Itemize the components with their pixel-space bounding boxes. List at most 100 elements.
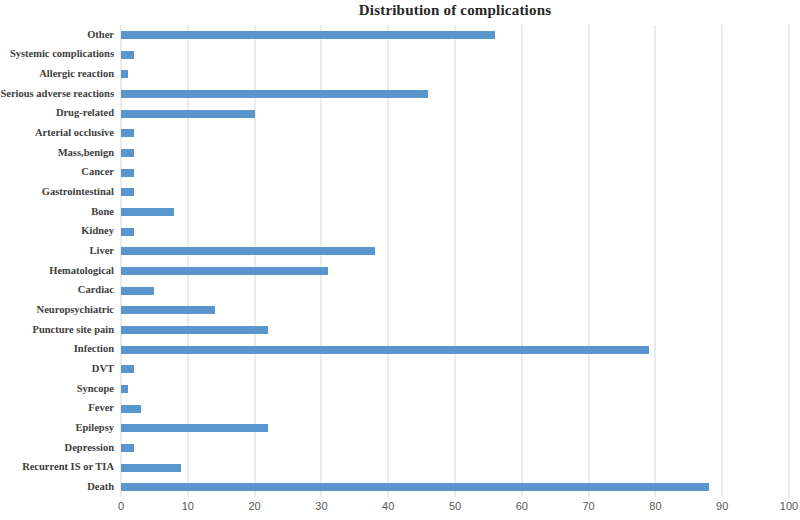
bar-gastrointestinal	[121, 188, 134, 196]
category-label: Allergic reaction	[0, 69, 121, 80]
category-label: Death	[0, 482, 121, 493]
category-label: Liver	[0, 246, 121, 257]
x-tick-label: 80	[649, 499, 661, 514]
bar-depression	[121, 444, 134, 452]
bar-cell	[121, 438, 789, 458]
chart-row: Serious adverse reactions	[0, 84, 800, 104]
bar-cell	[121, 222, 789, 242]
category-label: Kidney	[0, 226, 121, 237]
bar-cell	[121, 477, 789, 497]
bar-drug-related	[121, 110, 255, 118]
bar-cell	[121, 143, 789, 163]
bar-neuropsychiatric	[121, 306, 215, 314]
chart-row: Fever	[0, 399, 800, 419]
chart-row: Drug-related	[0, 104, 800, 124]
category-label: Recurrent IS or TIA	[0, 462, 121, 473]
chart-row: Systemic complications	[0, 45, 800, 65]
chart-row: Liver	[0, 241, 800, 261]
bar-cell	[121, 458, 789, 478]
bar-liver	[121, 247, 375, 255]
x-axis: 0102030405060708090100	[121, 499, 789, 515]
chart-row: Cancer	[0, 163, 800, 183]
bar-cell	[121, 104, 789, 124]
chart-row: Depression	[0, 438, 800, 458]
bar-other	[121, 31, 495, 39]
x-tick-label: 50	[449, 499, 461, 514]
bar-kidney	[121, 228, 134, 236]
bar-cell	[121, 45, 789, 65]
x-tick-label: 70	[582, 499, 594, 514]
bar-rows: Other Systemic complications Allergic reac…	[0, 25, 800, 497]
bar-cell	[121, 163, 789, 183]
bar-cell	[121, 359, 789, 379]
chart-row: Recurrent IS or TIA	[0, 458, 800, 478]
chart-row: Infection	[0, 340, 800, 360]
bar-bone	[121, 208, 174, 216]
bar-systemic-complications	[121, 51, 134, 59]
bar-cell	[121, 320, 789, 340]
category-label: Depression	[0, 443, 121, 454]
bar-cell	[121, 300, 789, 320]
category-label: Arterial occlusive	[0, 128, 121, 139]
bar-recurrent-is-or-tia	[121, 464, 181, 472]
bar-cell	[121, 379, 789, 399]
category-label: Syncope	[0, 384, 121, 395]
category-label: Serious adverse reactions	[0, 89, 121, 100]
bar-cell	[121, 281, 789, 301]
bar-puncture-site-pain	[121, 326, 268, 334]
bar-mass-benign	[121, 149, 134, 157]
chart-row: Death	[0, 477, 800, 497]
bar-cell	[121, 202, 789, 222]
chart-row: Cardiac	[0, 281, 800, 301]
bar-syncope	[121, 385, 128, 393]
bar-cardiac	[121, 287, 154, 295]
bar-cell	[121, 241, 789, 261]
category-label: Cardiac	[0, 285, 121, 296]
bar-dvt	[121, 365, 134, 373]
bar-cell	[121, 25, 789, 45]
chart-row: Allergic reaction	[0, 64, 800, 84]
category-label: Gastrointestinal	[0, 187, 121, 198]
bar-epilepsy	[121, 424, 268, 432]
bar-chart-figure: Distribution of complications Other Syste…	[0, 0, 800, 520]
category-label: Other	[0, 30, 121, 41]
category-label: Cancer	[0, 167, 121, 178]
chart-row: Bone	[0, 202, 800, 222]
chart-row: Mass,benign	[0, 143, 800, 163]
chart-row: Kidney	[0, 222, 800, 242]
bar-allergic-reaction	[121, 70, 128, 78]
category-label: Infection	[0, 344, 121, 355]
x-tick-label: 90	[716, 499, 728, 514]
x-tick-label: 40	[382, 499, 394, 514]
bar-serious-adverse-reactions	[121, 90, 428, 98]
category-label: Fever	[0, 403, 121, 414]
chart-row: Epilepsy	[0, 418, 800, 438]
bar-cell	[121, 340, 789, 360]
category-label: Puncture site pain	[0, 325, 121, 336]
bar-hematological	[121, 267, 328, 275]
chart-row: Puncture site pain	[0, 320, 800, 340]
x-tick-label: 0	[118, 499, 124, 514]
chart-row: Neuropsychiatric	[0, 300, 800, 320]
bar-cell	[121, 123, 789, 143]
x-tick-label: 60	[516, 499, 528, 514]
bar-cell	[121, 64, 789, 84]
chart-title: Distribution of complications	[121, 2, 789, 19]
chart-row: Hematological	[0, 261, 800, 281]
category-label: Drug-related	[0, 108, 121, 119]
category-label: Neuropsychiatric	[0, 305, 121, 316]
chart-row: Arterial occlusive	[0, 123, 800, 143]
x-tick-label: 30	[315, 499, 327, 514]
bar-cell	[121, 182, 789, 202]
bar-cell	[121, 418, 789, 438]
chart-row: Gastrointestinal	[0, 182, 800, 202]
chart-row: DVT	[0, 359, 800, 379]
category-label: Hematological	[0, 266, 121, 277]
bar-cell	[121, 261, 789, 281]
category-label: Bone	[0, 207, 121, 218]
category-label: Epilepsy	[0, 423, 121, 434]
category-label: Systemic complications	[0, 49, 121, 60]
category-label: Mass,benign	[0, 148, 121, 159]
bar-arterial-occlusive	[121, 129, 134, 137]
chart-row: Other	[0, 25, 800, 45]
